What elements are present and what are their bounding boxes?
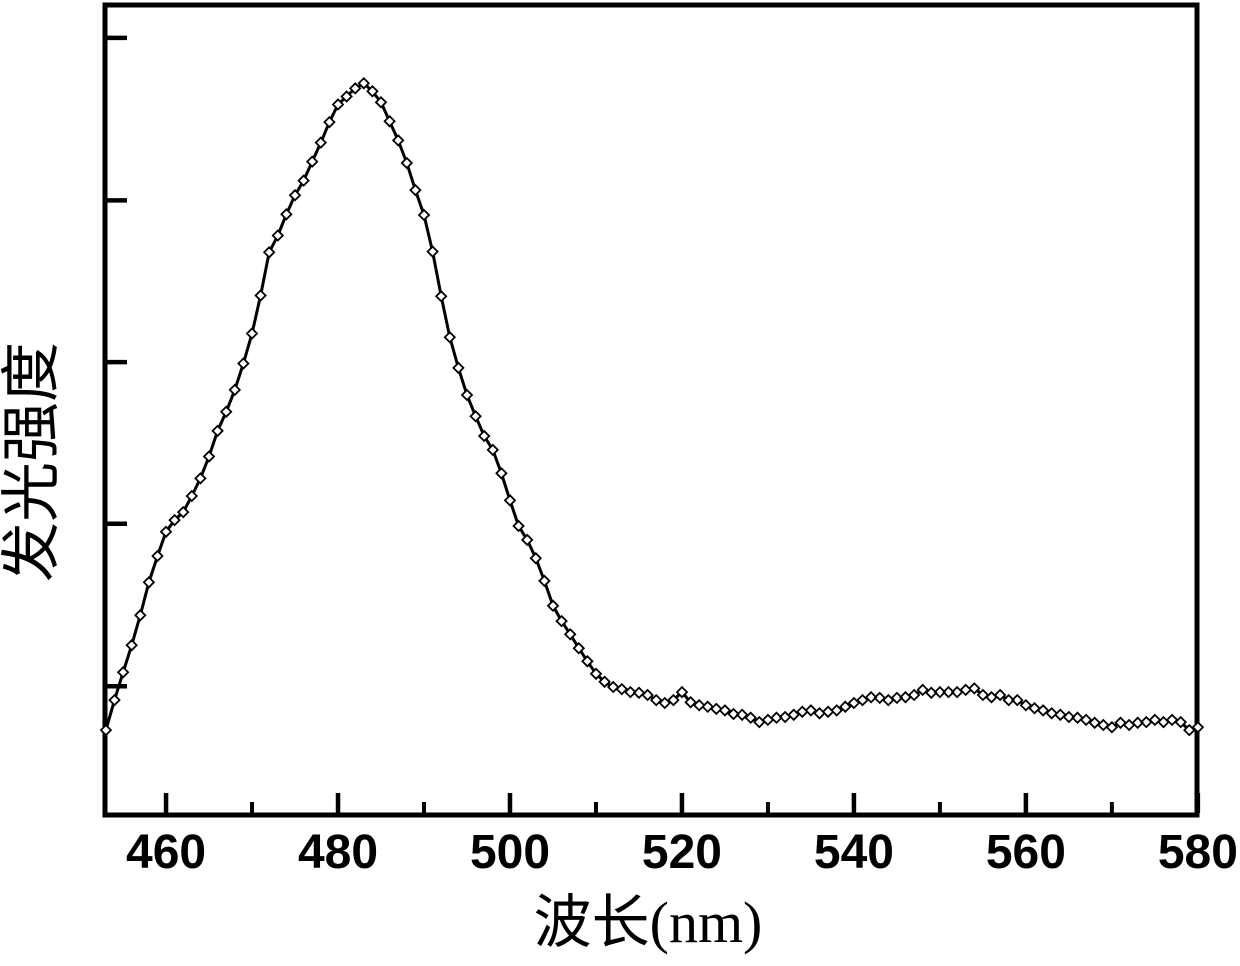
plot-border <box>102 2 1200 818</box>
x-axis-minor-ticks <box>250 802 1114 813</box>
x-axis-tick-labels: 460 480 500 520 540 560 580 <box>126 826 1238 879</box>
spectrum-curve <box>99 77 1205 737</box>
x-axis-major-ticks <box>163 793 1201 813</box>
x-tick-label: 480 <box>298 826 378 879</box>
axes: 460 480 500 520 540 560 580 <box>102 2 1238 879</box>
y-axis-major-ticks <box>107 35 127 689</box>
x-tick-label: 500 <box>470 826 550 879</box>
x-tick-label: 460 <box>126 826 206 879</box>
y-axis-title: 发光强度 <box>0 342 65 582</box>
x-tick-label: 540 <box>814 826 894 879</box>
x-axis-title: 波长(nm) <box>534 890 763 955</box>
spectrum-line <box>104 81 1199 732</box>
x-tick-label: 520 <box>642 826 722 879</box>
x-tick-label: 560 <box>986 826 1066 879</box>
diamond-markers <box>99 77 1205 737</box>
x-tick-label: 580 <box>1158 826 1238 879</box>
